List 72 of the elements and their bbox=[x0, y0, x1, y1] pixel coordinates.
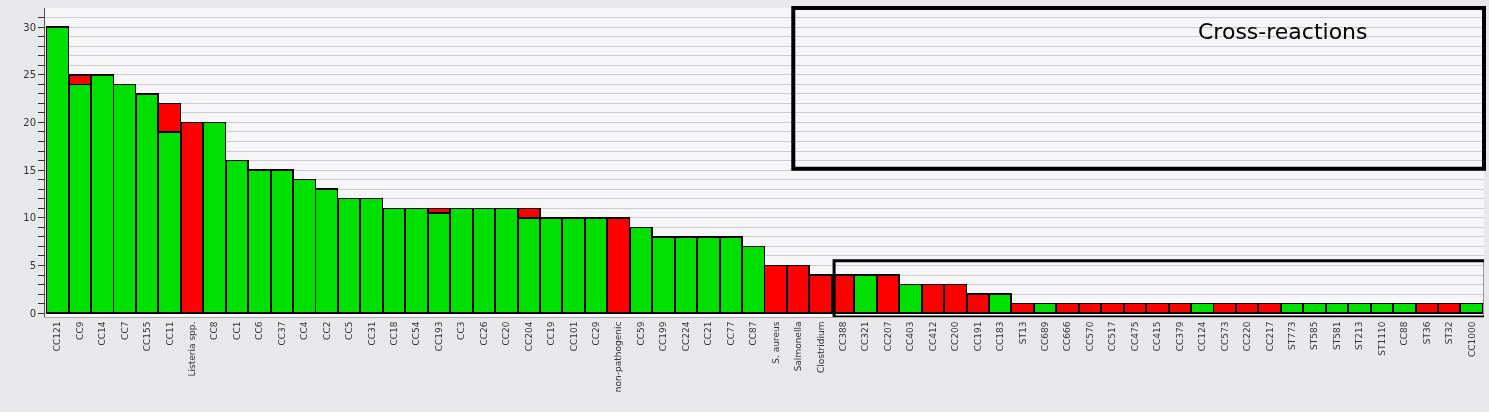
x-tick-label: CC5 bbox=[344, 321, 355, 340]
x-tick-label: CC224 bbox=[680, 321, 691, 352]
x-tick-label: CC2 bbox=[321, 321, 332, 340]
x-tick-label: CC19 bbox=[546, 321, 557, 346]
x-tick-label: CC77 bbox=[725, 321, 736, 346]
x-tick-label: CC18 bbox=[389, 321, 400, 346]
x-tick-label: ST1110 bbox=[1376, 321, 1387, 356]
x-tick-label: CC570 bbox=[1084, 321, 1095, 352]
y-tick-label: 5 bbox=[29, 260, 36, 271]
x-tick-label: Clostridium bbox=[815, 321, 826, 374]
x-tick-label: ST36 bbox=[1421, 321, 1432, 345]
x-tick-label: CC88 bbox=[1399, 321, 1410, 346]
y-tick-label: 30 bbox=[23, 21, 36, 33]
x-tick-label: ST32 bbox=[1444, 321, 1455, 345]
x-tick-label: CC59 bbox=[635, 321, 646, 346]
x-tick-label: CC11 bbox=[164, 321, 175, 346]
x-tick-label: CC412 bbox=[927, 321, 938, 352]
x-tick-label: CC204 bbox=[523, 321, 534, 352]
x-tick-label: CC8 bbox=[209, 321, 220, 340]
y-tick-label: 15 bbox=[23, 164, 36, 176]
x-tick-label: CC199 bbox=[658, 321, 669, 352]
y-tick-label: 20 bbox=[23, 116, 36, 128]
x-tick-label: ST585 bbox=[1309, 321, 1320, 350]
x-tick-label: CC14 bbox=[97, 321, 108, 346]
x-tick-label: CC475 bbox=[1129, 321, 1140, 352]
x-tick-label: CC666 bbox=[1062, 321, 1073, 352]
x-tick-label: CC220 bbox=[1242, 321, 1253, 352]
x-tick-label: CC37 bbox=[276, 321, 287, 346]
x-tick-label: CC217 bbox=[1264, 321, 1275, 352]
x-tick-label: Salmonella bbox=[793, 321, 804, 372]
x-tick-label: ST13 bbox=[1017, 321, 1028, 345]
x-tick-label: CC121 bbox=[52, 321, 63, 352]
x-tick-label: S. aureus bbox=[770, 321, 781, 364]
x-tick-label: CC20 bbox=[501, 321, 512, 346]
x-tick-label: CC4 bbox=[299, 321, 310, 340]
x-tick-label: CC415 bbox=[1152, 321, 1163, 352]
x-tick-label: non-pathogenic bbox=[613, 321, 624, 393]
annotation: Cross-reactions bbox=[1198, 19, 1368, 44]
x-tick-label: CC101 bbox=[568, 321, 579, 352]
x-tick-label: CC87 bbox=[748, 321, 759, 346]
x-tick-label: CC321 bbox=[860, 321, 871, 352]
x-tick-label: CC26 bbox=[478, 321, 489, 346]
x-tick-label: CC200 bbox=[950, 321, 961, 352]
x-tick-label: CC29 bbox=[591, 321, 602, 346]
x-tick-label: CC183 bbox=[995, 321, 1006, 352]
x-tick-label: Listeria spp. bbox=[186, 321, 197, 377]
x-tick-label: CC9 bbox=[74, 321, 85, 340]
x-tick-label: CC403 bbox=[905, 321, 916, 352]
x-tick-label: ST773 bbox=[1286, 321, 1297, 350]
x-tick-label: CC6 bbox=[254, 321, 265, 340]
x-tick-label: CC388 bbox=[837, 321, 848, 352]
x-tick-label: CC1000 bbox=[1466, 321, 1477, 358]
x-tick-label: CC124 bbox=[1197, 321, 1208, 352]
x-tick-label: CC193 bbox=[433, 321, 444, 352]
x-tick-label: CC21 bbox=[703, 321, 714, 346]
x-tick-label: ST581 bbox=[1331, 321, 1342, 350]
x-tick-label: CC7 bbox=[119, 321, 130, 340]
x-tick-label: CC379 bbox=[1174, 321, 1185, 352]
x-tick-label: ST213 bbox=[1354, 321, 1365, 350]
x-tick-label: CC689 bbox=[1040, 321, 1051, 352]
x-tick-label: CC191 bbox=[972, 321, 983, 352]
y-tick-label: 25 bbox=[23, 69, 36, 81]
x-tick-label: CC1 bbox=[231, 321, 242, 340]
x-tick-label: CC3 bbox=[456, 321, 467, 340]
x-tick-label: CC155 bbox=[142, 321, 153, 352]
x-tick-label: CC31 bbox=[366, 321, 377, 346]
x-tick-label: CC573 bbox=[1219, 321, 1230, 352]
x-tick-label: CC517 bbox=[1107, 321, 1118, 352]
x-tick-label: CC207 bbox=[882, 321, 893, 352]
x-tick-label: CC54 bbox=[411, 321, 422, 346]
y-tick-label: 10 bbox=[23, 212, 36, 224]
y-tick-label: 0 bbox=[29, 307, 36, 319]
